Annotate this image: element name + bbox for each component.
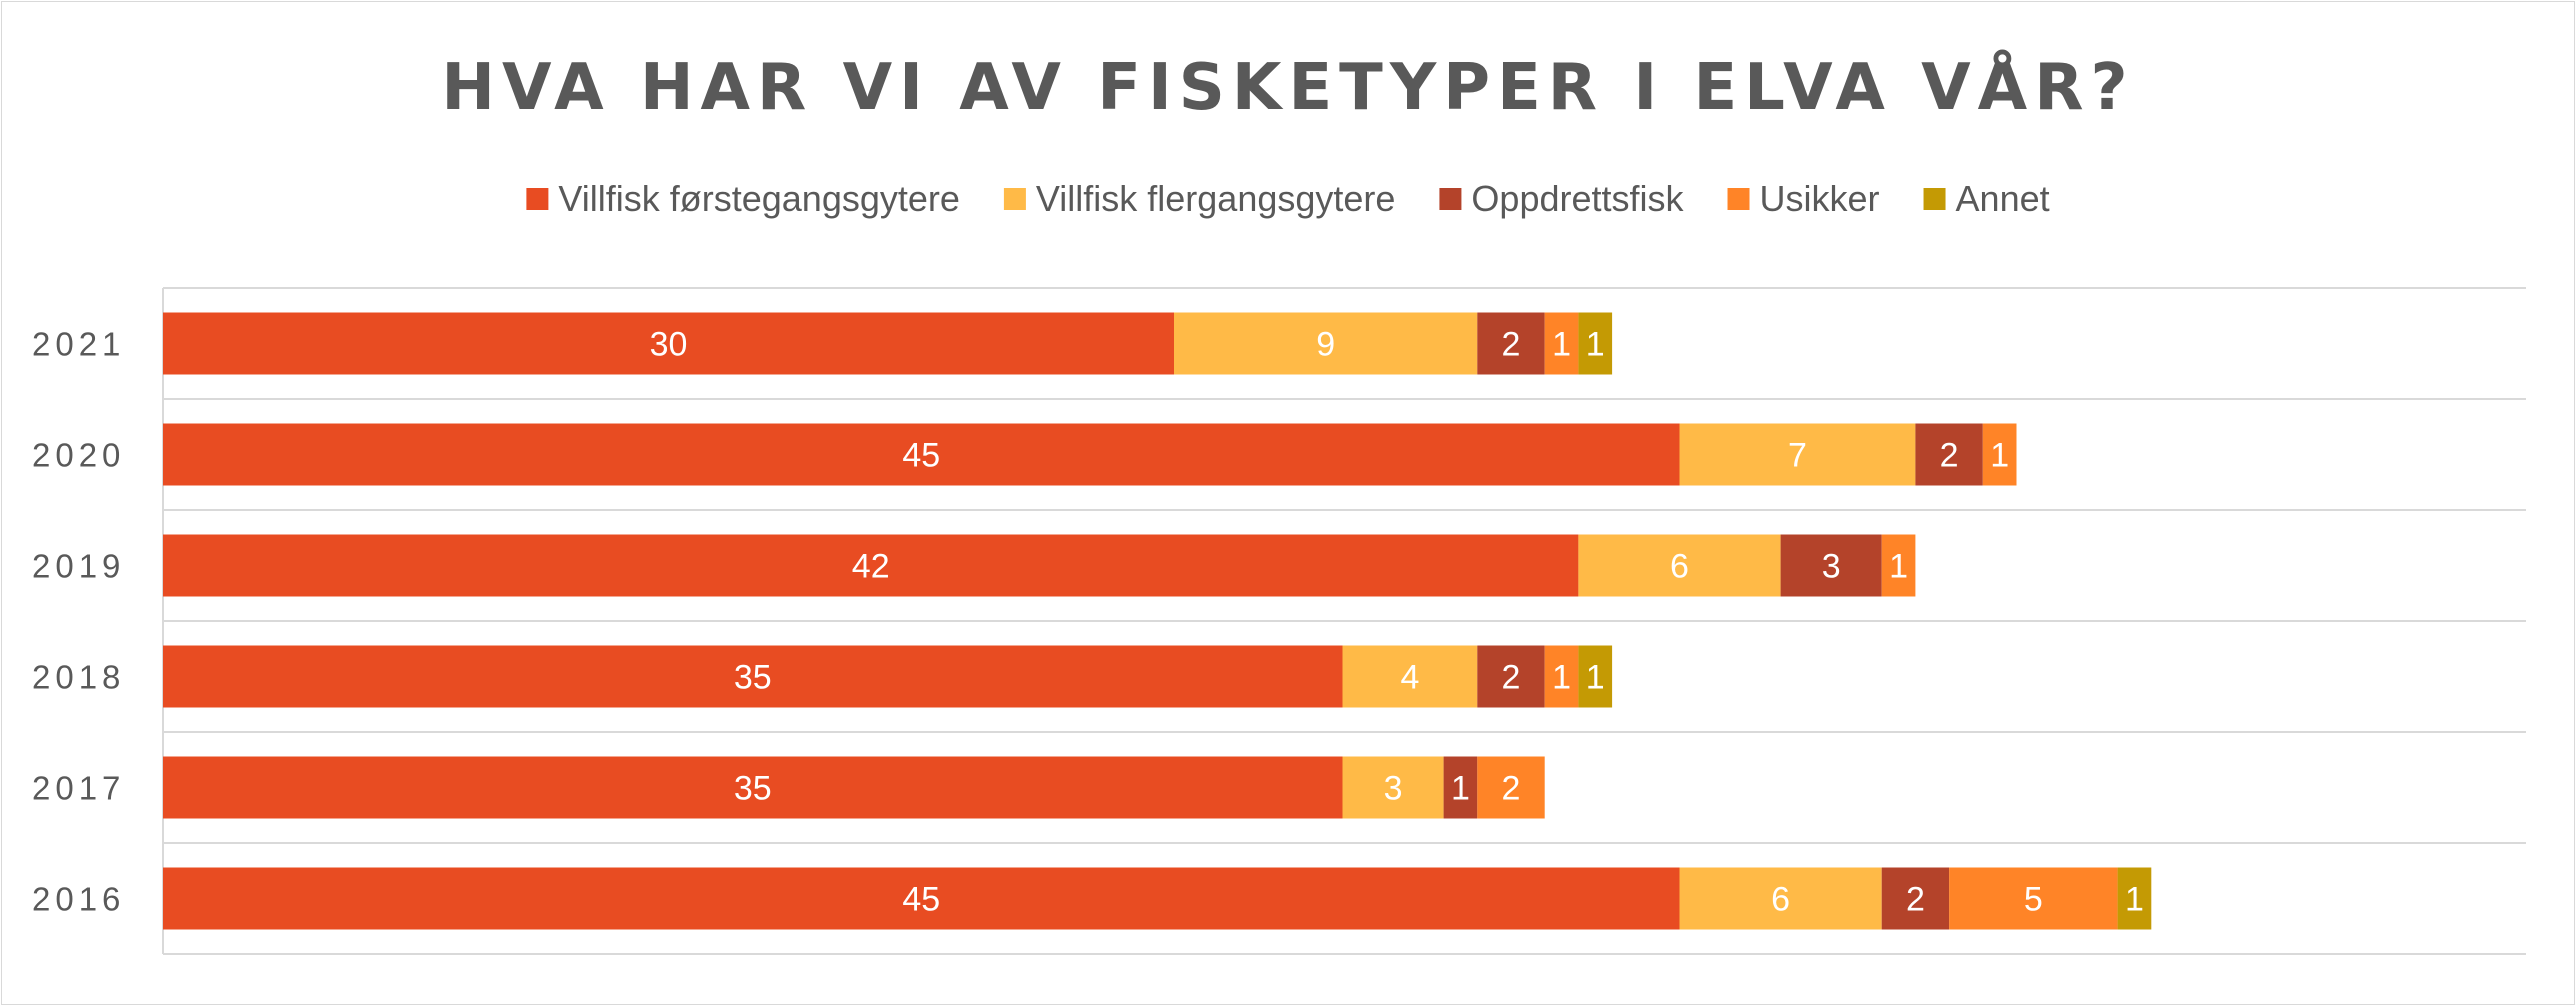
- bar-segment: [1881, 867, 1950, 930]
- data-label: 35: [734, 770, 772, 808]
- data-label: 1: [1552, 659, 1571, 697]
- data-label: 7: [1788, 437, 1807, 475]
- data-label: 6: [1670, 548, 1689, 586]
- category-tick-label: 2020: [32, 437, 125, 474]
- bar-segment: [1443, 756, 1478, 819]
- bar-segment: [1578, 312, 1613, 375]
- bar-segment: [1679, 423, 1916, 486]
- data-label: 4: [1400, 659, 1419, 697]
- bar-segment: [1881, 534, 1916, 597]
- data-label: 2: [1502, 659, 1521, 697]
- data-label: 2: [1906, 881, 1925, 919]
- category-tick-label: 2016: [32, 881, 125, 918]
- bar-segment: [163, 645, 1343, 708]
- legend-swatch: [1003, 188, 1026, 210]
- data-label: 1: [1586, 326, 1605, 364]
- legend-label: Villfisk flergangsgytere: [1036, 178, 1396, 219]
- data-label: 1: [1889, 548, 1908, 586]
- data-label: 5: [2024, 881, 2043, 919]
- bar-segment: [1544, 645, 1579, 708]
- legend-swatch: [526, 188, 549, 210]
- bar-segment: [1342, 756, 1444, 819]
- legend: Villfisk førstegangsgytere Villfisk flerg…: [526, 178, 2050, 219]
- legend-label: Villfisk førstegangsgytere: [558, 178, 960, 219]
- category-tick-label: 2021: [32, 326, 125, 363]
- bar-segment: [1949, 867, 2118, 930]
- bar-segment: [1578, 645, 1613, 708]
- chart-title: HVA HAR VI AV FISKETYPER I ELVA VÅR?: [441, 49, 2134, 125]
- data-label: 35: [734, 659, 772, 697]
- data-label: 1: [1552, 326, 1571, 364]
- data-label: 30: [650, 326, 688, 364]
- bar-segment: [1544, 312, 1579, 375]
- data-label: 1: [1586, 659, 1605, 697]
- legend-swatch: [1923, 188, 1946, 210]
- legend-label: Annet: [1956, 178, 2050, 219]
- bar-segment: [1342, 645, 1478, 708]
- category-tick-label: 2017: [32, 770, 125, 807]
- bar-segment: [1477, 756, 1545, 819]
- legend-label: Oppdrettsfisk: [1471, 178, 1684, 219]
- legend-swatch: [1439, 188, 1462, 210]
- bar-segment: [1679, 867, 1882, 930]
- data-label: 2: [1502, 326, 1521, 364]
- data-label: 3: [1384, 770, 1403, 808]
- bar-segment: [163, 756, 1343, 819]
- bar-segment: [1780, 534, 1882, 597]
- data-label: 6: [1771, 881, 1790, 919]
- bar-segment: [1477, 312, 1545, 375]
- bar-segment: [2117, 867, 2152, 930]
- bar-segment: [1915, 423, 1983, 486]
- data-label: 45: [902, 437, 940, 475]
- data-label: 1: [1990, 437, 2009, 475]
- data-label: 2: [1502, 770, 1521, 808]
- data-label: 1: [2125, 881, 2144, 919]
- bar-segment: [163, 312, 1174, 375]
- legend-label: Usikker: [1760, 178, 1880, 219]
- data-label: 45: [902, 881, 940, 919]
- data-label: 9: [1316, 326, 1335, 364]
- bar-segment: [1477, 645, 1545, 708]
- category-tick-label: 2018: [32, 659, 125, 696]
- category-tick-label: 2019: [32, 548, 125, 585]
- data-label: 3: [1822, 548, 1841, 586]
- data-label: 42: [852, 548, 890, 586]
- bar-segment: [1578, 534, 1781, 597]
- legend-swatch: [1727, 188, 1750, 210]
- data-label: 2: [1940, 437, 1959, 475]
- bar-segment: [163, 534, 1579, 597]
- bar-segment: [1982, 423, 2017, 486]
- bar-segment: [163, 423, 1680, 486]
- bar-segment: [1174, 312, 1478, 375]
- data-label: 1: [1451, 770, 1470, 808]
- bar-segment: [163, 867, 1680, 930]
